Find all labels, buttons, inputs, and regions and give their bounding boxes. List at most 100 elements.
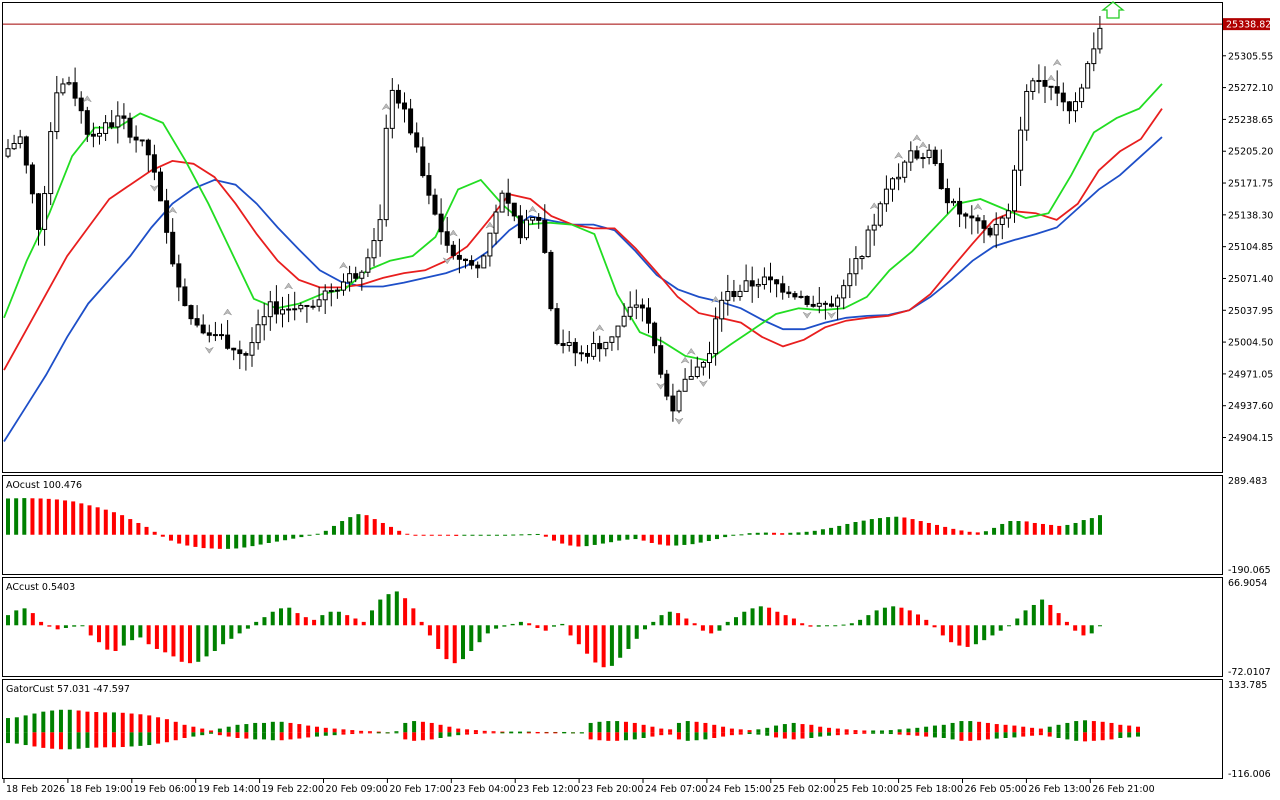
histogram-bar xyxy=(651,621,656,626)
candle-body xyxy=(1024,90,1030,131)
gator-lower-bar xyxy=(156,732,161,744)
histogram-bar xyxy=(869,519,874,535)
gator-upper-bar xyxy=(897,729,902,733)
histogram-bar xyxy=(1008,521,1013,535)
candle-body xyxy=(548,251,554,310)
candle-body xyxy=(517,215,523,239)
histogram-bar xyxy=(709,625,714,634)
gator-lower-bar xyxy=(676,732,681,740)
candle-body xyxy=(1091,48,1097,65)
gator-upper-bar xyxy=(332,728,337,733)
histogram-bar xyxy=(552,625,556,627)
gator-upper-bar xyxy=(1012,725,1017,733)
histogram-bar xyxy=(535,533,540,535)
gator-pane[interactable] xyxy=(6,709,1140,750)
candle-body xyxy=(286,308,292,311)
gator-lower-bar xyxy=(650,732,655,737)
price-pane[interactable] xyxy=(3,15,1163,442)
gator-upper-bar xyxy=(827,727,832,733)
candle-body xyxy=(859,256,865,260)
candle-body xyxy=(371,240,377,259)
histogram-bar xyxy=(758,606,763,626)
histogram-bar xyxy=(262,617,267,626)
ao-pane[interactable] xyxy=(6,498,1102,549)
gator-lower-bar xyxy=(456,732,461,736)
gator-upper-bar xyxy=(774,725,779,733)
gator-lower-bar xyxy=(385,732,390,734)
candle-body xyxy=(109,122,115,128)
histogram-bar xyxy=(935,524,940,535)
x-tick-label: 25 Feb 10:00 xyxy=(837,784,899,795)
histogram-bar xyxy=(816,625,821,627)
candle-body xyxy=(450,244,456,256)
histogram-bar xyxy=(576,625,581,645)
gator-upper-bar xyxy=(23,715,28,733)
histogram-bar xyxy=(1089,518,1094,535)
gator-upper-bar xyxy=(729,728,734,733)
ao-axis-min: -190.065 xyxy=(1228,565,1271,576)
histogram-bar xyxy=(907,610,912,626)
candle-body xyxy=(90,133,96,137)
gator-upper-bar xyxy=(85,711,90,733)
gator-upper-bar xyxy=(915,727,920,733)
histogram-bar xyxy=(601,625,606,668)
histogram-bar xyxy=(755,532,760,535)
gator-upper-bar xyxy=(853,730,858,733)
histogram-bar xyxy=(328,611,333,626)
gator-lower-bar xyxy=(235,732,240,738)
candle-body xyxy=(389,89,395,129)
histogram-bar xyxy=(185,534,190,546)
histogram-bar xyxy=(886,517,891,535)
gator-lower-bar xyxy=(85,732,90,748)
histogram-bar xyxy=(866,615,871,626)
histogram-bar xyxy=(163,625,168,653)
ac-pane[interactable] xyxy=(6,591,1102,668)
histogram-bar xyxy=(196,625,201,662)
histogram-bar xyxy=(454,534,459,536)
x-tick-label: 26 Feb 05:00 xyxy=(965,784,1027,795)
histogram-bar xyxy=(372,519,377,535)
fractal-marker xyxy=(448,229,459,237)
histogram-bar xyxy=(444,625,449,660)
histogram-bar xyxy=(144,526,149,535)
gator-lower-bar xyxy=(403,732,408,740)
histogram-bar xyxy=(951,528,956,535)
candle-body xyxy=(1073,101,1078,112)
candle-body xyxy=(920,157,926,160)
candle-body xyxy=(731,290,737,298)
histogram-bar xyxy=(22,498,27,535)
candle-body xyxy=(170,231,176,265)
candle-body xyxy=(890,178,895,190)
histogram-bar xyxy=(1081,520,1086,535)
fractal-marker xyxy=(912,134,922,142)
histogram-bar xyxy=(618,625,623,658)
gator-upper-bar xyxy=(465,729,470,733)
gator-upper-bar xyxy=(279,721,284,733)
candle-body xyxy=(42,193,48,230)
candle-body xyxy=(261,316,267,326)
histogram-bar xyxy=(258,534,263,545)
histogram-bar xyxy=(478,534,483,536)
histogram-bar xyxy=(6,498,10,535)
gator-lower-bar xyxy=(129,732,134,747)
candle-body xyxy=(749,280,755,287)
gator-lower-bar xyxy=(721,732,726,737)
candle-body xyxy=(646,307,651,324)
gator-lower-bar xyxy=(94,732,99,748)
candle-body xyxy=(328,290,334,293)
candle-body xyxy=(658,345,664,375)
histogram-bar xyxy=(103,509,108,535)
histogram-bar xyxy=(1057,525,1062,535)
gator-upper-bar xyxy=(1109,722,1114,733)
candle-body xyxy=(1085,63,1091,89)
gator-lower-bar xyxy=(729,732,734,736)
alligator-line xyxy=(3,108,1163,371)
gator-upper-bar xyxy=(623,721,628,733)
gator-lower-bar xyxy=(253,732,258,740)
gator-lower-bar xyxy=(323,732,328,736)
gator-upper-bar xyxy=(1038,728,1043,733)
gator-lower-bar xyxy=(350,732,355,735)
histogram-bar xyxy=(943,526,948,535)
candle-body xyxy=(115,115,121,128)
